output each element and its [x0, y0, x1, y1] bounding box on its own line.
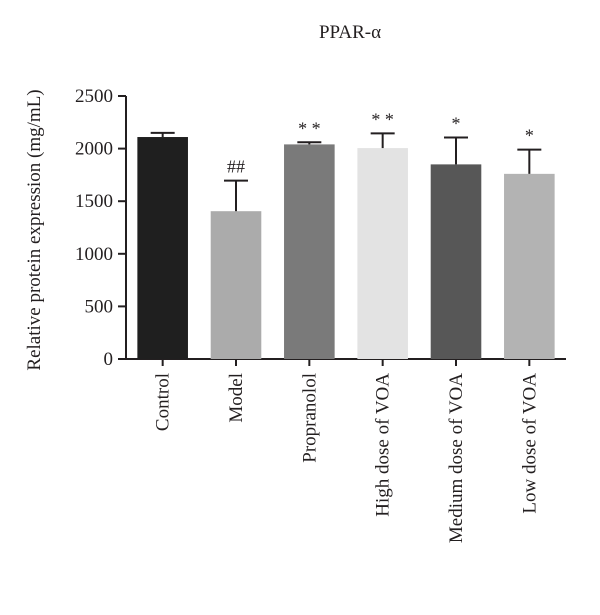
y-tick-label: 1000: [75, 244, 113, 265]
x-category-label: Propranolol: [299, 373, 320, 463]
bar-6: [504, 173, 555, 359]
x-category-label: Low dose of VOA: [519, 373, 540, 514]
y-tick-label: 1500: [75, 191, 113, 212]
chart-title: PPAR-α: [319, 22, 381, 43]
significance-marker: * *: [371, 109, 394, 129]
y-tick-label: 500: [85, 296, 114, 317]
bar-5: [430, 164, 482, 359]
y-tick-label: 2000: [75, 139, 113, 160]
x-category-label: Model: [226, 373, 247, 423]
significance-marker: *: [525, 126, 534, 146]
x-category-label: Medium dose of VOA: [446, 373, 467, 543]
y-tick-label: 0: [104, 349, 114, 370]
x-category-label: High dose of VOA: [373, 373, 394, 517]
significance-marker: *: [452, 114, 461, 134]
bar-1: [137, 137, 188, 359]
significance-marker: ##: [227, 157, 245, 177]
x-category-label: Control: [153, 373, 174, 431]
y-axis-label: Relative protein expression (mg/mL): [24, 89, 45, 370]
bar-4: [357, 148, 408, 359]
significance-marker: * *: [298, 118, 321, 138]
bar-2: [210, 211, 262, 359]
y-tick-label: 2500: [75, 86, 113, 107]
bar-3: [284, 144, 335, 359]
